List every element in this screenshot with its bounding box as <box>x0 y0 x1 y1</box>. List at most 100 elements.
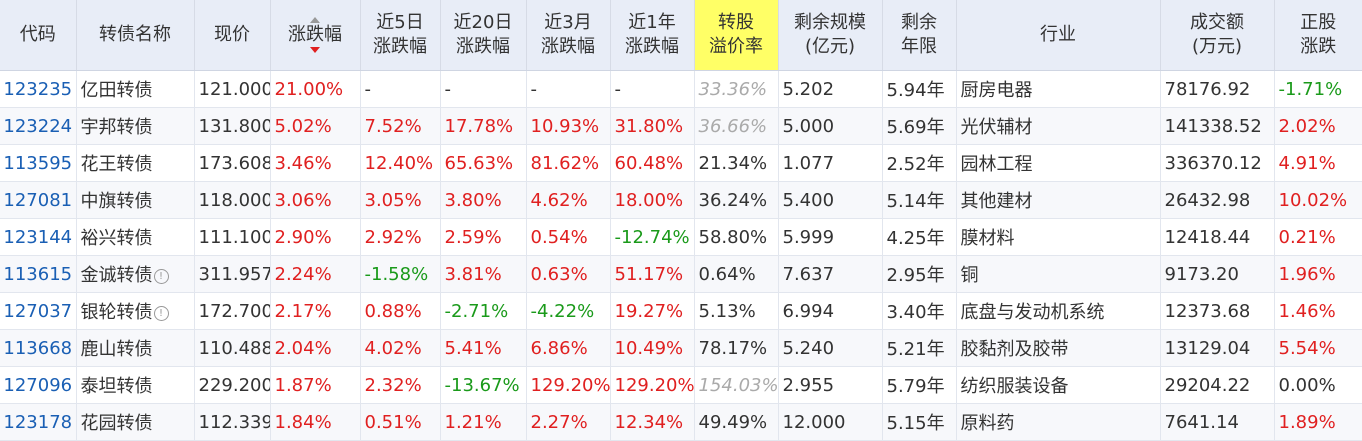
cell-code[interactable]: 127081 <box>0 181 77 219</box>
info-icon[interactable]: ! <box>153 268 169 284</box>
industry-value: 光伏辅材 <box>960 117 1033 138</box>
header-size-line2: (亿元) <box>804 36 856 57</box>
premium-value: 49.49% <box>698 411 768 433</box>
header-years[interactable]: 剩余 年限 <box>882 0 957 71</box>
header-premium[interactable]: 转股 溢价率 <box>694 0 779 71</box>
price-value: 112.339 <box>198 411 270 433</box>
stock-chg-value: 1.89% <box>1278 411 1336 433</box>
chg5d-value: 2.92% <box>364 226 422 248</box>
bond-code-link[interactable]: 127081 <box>3 189 73 211</box>
cell-code[interactable]: 127096 <box>0 366 77 404</box>
cell-stock-chg: 1.96% <box>1274 255 1362 293</box>
cell-industry: 底盘与发动机系统 <box>956 292 1161 330</box>
cell-code[interactable]: 113595 <box>0 144 77 182</box>
stock-chg-value: 0.00% <box>1278 374 1336 396</box>
header-years-line2: 年限 <box>901 36 937 57</box>
cell-code[interactable]: 123224 <box>0 107 77 145</box>
header-code[interactable]: 代码 <box>0 0 77 71</box>
bond-code-link[interactable]: 123144 <box>3 226 73 248</box>
cell-premium: 49.49% <box>694 403 779 441</box>
cell-size: 1.077 <box>778 144 883 182</box>
table-row[interactable]: 113615 金诚转债! 311.957 2.24% -1.58% 3.81% 0.63% 5… <box>0 255 1362 293</box>
change-value: 1.87% <box>274 374 332 396</box>
cell-turnover: 29204.22 <box>1160 366 1275 404</box>
table-row[interactable]: 113595 花王转债 173.608 3.46% 12.40% 65.63% 81.62%… <box>0 144 1362 182</box>
header-chg1y[interactable]: 近1年 涨跌幅 <box>610 0 695 71</box>
change-value: 3.46% <box>274 152 332 174</box>
header-change[interactable]: 涨跌幅 <box>270 0 361 71</box>
cell-stock-chg: 2.02% <box>1274 107 1362 145</box>
chg1y-value: 51.17% <box>614 263 684 285</box>
table-row[interactable]: 123235 亿田转债 121.000 21.00% - - - -33.36% 5.202 5.… <box>0 70 1362 108</box>
stock-chg-value: 2.02% <box>1278 115 1336 137</box>
cell-change: 1.84% <box>270 403 361 441</box>
cell-code[interactable]: 113668 <box>0 329 77 367</box>
cell-chg20d: -2.71% <box>440 292 527 330</box>
cell-chg5d: 12.40% <box>360 144 441 182</box>
size-value: 6.994 <box>782 300 835 322</box>
bond-code-link[interactable]: 113668 <box>3 337 73 359</box>
cell-size: 5.400 <box>778 181 883 219</box>
stock-chg-value: 10.02% <box>1278 189 1348 211</box>
cell-chg3m: 6.86% <box>526 329 611 367</box>
chg3m-value: 6.86% <box>530 337 588 359</box>
premium-value: 5.13% <box>698 300 756 322</box>
table-row[interactable]: 123178 花园转债 112.339 1.84% 0.51% 1.21% 2.27% 12.… <box>0 403 1362 441</box>
cell-years: 3.40年 <box>882 292 957 330</box>
header-turnover[interactable]: 成交额 (万元) <box>1160 0 1275 71</box>
years-value: 5.79年 <box>886 376 945 397</box>
table-row[interactable]: 123144 裕兴转债 111.100 2.90% 2.92% 2.59% 0.54% -12… <box>0 218 1362 256</box>
header-price[interactable]: 现价 <box>194 0 271 71</box>
header-size[interactable]: 剩余规模 (亿元) <box>778 0 883 71</box>
size-value: 1.077 <box>782 152 835 174</box>
table-row[interactable]: 127037 银轮转债! 172.700 2.17% 0.88% -2.71% -4.22%… <box>0 292 1362 330</box>
info-icon[interactable]: ! <box>153 305 169 321</box>
price-value: 110.488 <box>198 337 270 359</box>
chg3m-value: 81.62% <box>530 152 600 174</box>
chg5d-value: -1.58% <box>364 263 429 285</box>
cell-industry: 纺织服装设备 <box>956 366 1161 404</box>
cell-code[interactable]: 113615 <box>0 255 77 293</box>
price-value: 173.608 <box>198 152 270 174</box>
bond-code-link[interactable]: 127037 <box>3 300 73 322</box>
header-chg5d[interactable]: 近5日 涨跌幅 <box>360 0 441 71</box>
chg20d-value: 3.80% <box>444 189 502 211</box>
cell-code[interactable]: 123144 <box>0 218 77 256</box>
cell-premium: 58.80% <box>694 218 779 256</box>
size-value: 5.000 <box>782 115 835 137</box>
header-stock-chg[interactable]: 正股 涨跌 <box>1274 0 1362 71</box>
chg20d-value: -2.71% <box>444 300 509 322</box>
cell-stock-chg: 5.54% <box>1274 329 1362 367</box>
table-row[interactable]: 127096 泰坦转债 229.200 1.87% 2.32% -13.67% 129.20… <box>0 366 1362 404</box>
cell-years: 4.25年 <box>882 218 957 256</box>
cell-code[interactable]: 127037 <box>0 292 77 330</box>
table-row[interactable]: 127081 中旗转债 118.000 3.06% 3.05% 3.80% 4.62% 18.… <box>0 181 1362 219</box>
cell-chg1y: -12.74% <box>610 218 695 256</box>
header-chg20d[interactable]: 近20日 涨跌幅 <box>440 0 527 71</box>
cell-industry: 光伏辅材 <box>956 107 1161 145</box>
header-chg3m-line1: 近3月 <box>544 12 592 33</box>
cell-chg3m: 81.62% <box>526 144 611 182</box>
cell-change: 2.90% <box>270 218 361 256</box>
header-name[interactable]: 转债名称 <box>76 0 195 71</box>
bond-code-link[interactable]: 113615 <box>3 263 73 285</box>
header-chg5d-line1: 近5日 <box>376 12 424 33</box>
header-chg3m[interactable]: 近3月 涨跌幅 <box>526 0 611 71</box>
bond-code-link[interactable]: 123235 <box>3 78 73 100</box>
bond-code-link[interactable]: 113595 <box>3 152 73 174</box>
cell-premium: 36.66% <box>694 107 779 145</box>
table-row[interactable]: 123224 宇邦转债 131.800 5.02% 7.52% 17.78% 10.93% 3… <box>0 107 1362 145</box>
table-row[interactable]: 113668 鹿山转债 110.488 2.04% 4.02% 5.41% 6.86% 10.… <box>0 329 1362 367</box>
cell-chg20d: -13.67% <box>440 366 527 404</box>
bond-code-link[interactable]: 127096 <box>3 374 73 396</box>
cell-chg5d: 3.05% <box>360 181 441 219</box>
bond-code-link[interactable]: 123178 <box>3 411 73 433</box>
header-turnover-line1: 成交额 <box>1190 12 1244 33</box>
cell-code[interactable]: 123235 <box>0 70 77 108</box>
chg1y-value: 10.49% <box>614 337 684 359</box>
name-value: 亿田转债 <box>80 80 153 101</box>
header-industry[interactable]: 行业 <box>956 0 1161 71</box>
bond-code-link[interactable]: 123224 <box>3 115 73 137</box>
cell-chg5d: 7.52% <box>360 107 441 145</box>
cell-code[interactable]: 123178 <box>0 403 77 441</box>
